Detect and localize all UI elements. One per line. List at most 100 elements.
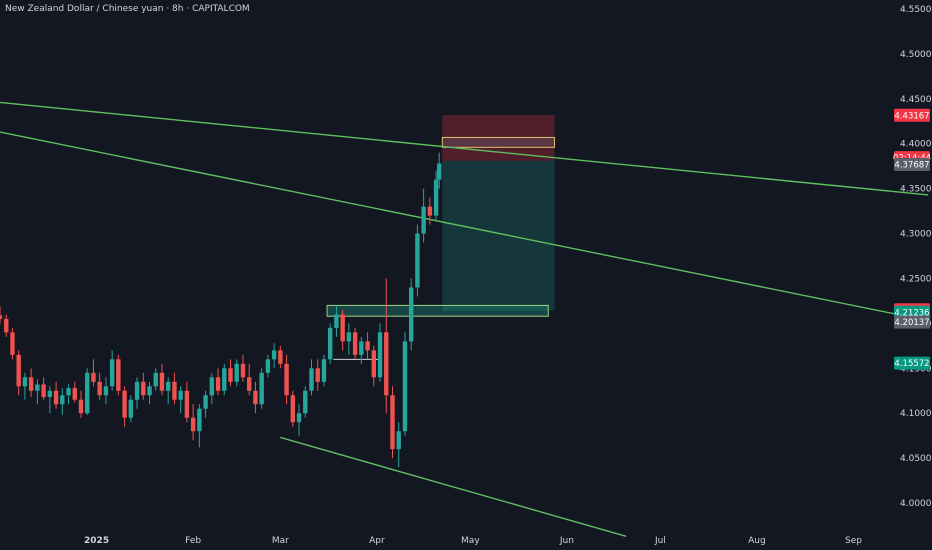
candle [53,390,59,405]
candle [352,332,358,355]
candle [103,386,109,396]
candle [222,368,227,391]
zone-target [442,160,555,311]
position-zones [326,114,555,317]
candle [437,163,442,180]
candle [259,372,264,405]
candle [359,341,364,355]
candle [60,395,65,405]
candle [278,350,283,364]
candle [22,377,28,387]
candle [78,399,84,414]
candle [147,386,152,396]
candle [321,359,327,382]
candle [296,413,302,423]
price-label: 4.20137 [894,318,929,328]
price-labels: 4.4316702:14:444.376874.215224.212364.20… [893,108,931,370]
candle [190,417,196,432]
candle [433,179,439,216]
y-tick-label: 4.40000 [900,140,932,150]
price-label-box [894,158,930,172]
candle [128,399,134,418]
candle [4,318,9,333]
trendline-1 [0,101,929,196]
candle [415,233,420,288]
candle [377,332,383,378]
candle [197,408,202,432]
candle [209,377,215,396]
candle [109,359,115,387]
candle [408,287,414,342]
candle [28,377,34,391]
price-label: 4.15572 [894,359,929,369]
y-tick-label: 4.25000 [900,274,932,284]
candle [134,381,140,400]
candle [365,341,370,351]
x-tick-label: Jun [559,536,574,546]
price-label-box [894,356,930,370]
x-tick-label: Feb [185,536,201,546]
price-label: 4.21236 [894,308,929,318]
trendline-3 [280,436,627,537]
candle [35,384,40,391]
candle [402,341,408,432]
trendline-2 [0,131,929,322]
candle [66,388,71,396]
x-tick-label: 2025 [84,536,109,546]
candle [340,314,345,342]
y-tick-label: 4.00000 [900,499,932,509]
y-tick-label: 4.35000 [900,185,932,195]
candle [184,390,190,418]
candle [47,390,53,398]
price-label: 4.43167 [894,111,929,121]
candle [122,390,127,418]
candles [0,152,442,468]
candle [166,381,171,391]
candle [396,431,401,450]
candle [265,359,271,373]
x-tick-label: Apr [369,536,385,546]
chart-title: New Zealand Dollar / Chinese yuan · 8h ·… [5,4,250,14]
candle [234,363,239,382]
candle [153,372,158,387]
candle [0,315,3,319]
y-tick-label: 4.55000 [900,5,932,15]
y-tick-label: 4.05000 [900,454,932,464]
candle [97,381,102,396]
candle [178,390,183,400]
candle [421,206,426,234]
price-label-box [894,305,930,319]
x-tick-label: Aug [748,536,766,546]
candle [334,314,339,328]
candle [384,332,389,396]
candle [215,377,221,391]
candle [290,395,296,423]
candle [253,390,258,405]
price-label-box [894,315,930,329]
candle [159,372,165,391]
candle [116,359,121,391]
candle [427,206,433,216]
candle [309,368,314,391]
candle [228,368,233,382]
candle [240,363,246,378]
price-label: 4.37687 [894,161,929,171]
price-axis[interactable]: 4.55000 4.50000 4.45000 4.40000 4.35000 4.300… [900,5,932,509]
y-tick-label: 4.30000 [900,230,932,240]
candle [41,384,46,398]
candle [315,368,320,382]
y-tick-label: 4.50000 [900,50,932,60]
candle [141,381,146,396]
trendlines [0,101,929,537]
zone-supply [441,136,555,148]
candle [247,377,252,391]
time-axis[interactable]: 2025 Feb Mar Apr May Jun Jul Aug Sep [84,536,862,546]
price-label-box [894,108,930,122]
y-tick-label: 4.45000 [900,95,932,105]
candle [72,388,77,400]
candle [203,395,208,409]
candle [172,381,177,400]
candle [327,327,333,360]
candle [284,363,289,396]
